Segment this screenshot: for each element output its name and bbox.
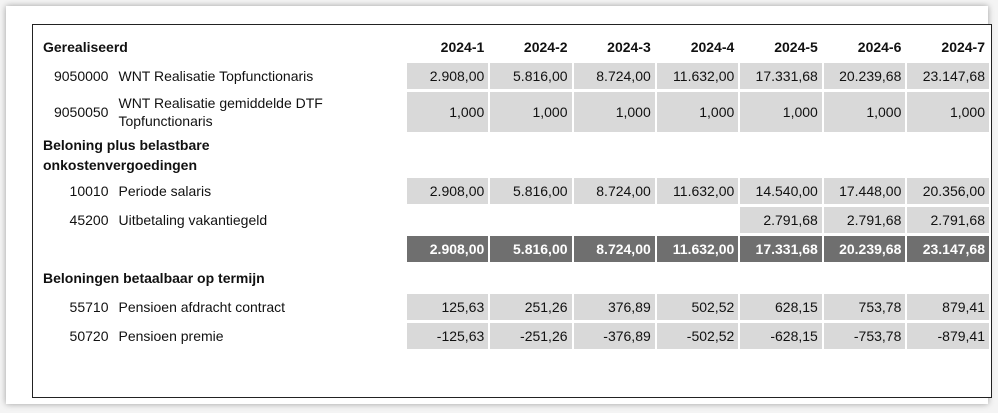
total-cell: 8.724,00 <box>573 236 655 262</box>
header-row: Gerealiseerd 2024-1 2024-2 2024-3 2024-4… <box>37 34 989 60</box>
value-cell: -879,41 <box>907 323 989 349</box>
period-header: 2024-7 <box>941 39 985 55</box>
total-cell: 2.908,00 <box>407 236 489 262</box>
row-code: 55710 <box>69 299 109 315</box>
value-cell: -753,78 <box>823 323 906 349</box>
realisatie-table: Gerealiseerd 2024-1 2024-2 2024-3 2024-4… <box>35 31 991 352</box>
total-cell: 23.147,68 <box>907 236 989 262</box>
table-row: 55710 Pensioen afdracht contract 125,63 … <box>37 294 989 320</box>
section-spacer <box>407 265 989 291</box>
value-cell: 1,000 <box>907 92 989 132</box>
section-spacer <box>407 135 989 175</box>
value-cell: -502,52 <box>656 323 739 349</box>
value-cell: 753,78 <box>823 294 906 320</box>
period-header: 2024-6 <box>857 39 902 55</box>
value-cell: 2.908,00 <box>407 63 489 89</box>
value-cell: 502,52 <box>656 294 739 320</box>
total-cell: 17.331,68 <box>740 236 822 262</box>
section-cell: Beloning plus belastbare onkostenvergoed… <box>37 135 405 175</box>
value-cell: 8.724,00 <box>573 63 655 89</box>
value-cell: 251,26 <box>490 294 572 320</box>
value-cell <box>574 207 655 233</box>
row-code: 9050000 <box>53 68 109 84</box>
value-cell <box>657 207 739 233</box>
table-row: 50720 Pensioen premie -125,63 -251,26 -3… <box>37 323 989 349</box>
value-cell: 879,41 <box>907 294 989 320</box>
table-row: 9050000 WNT Realisatie Topfunctionaris 2… <box>37 63 989 89</box>
value-cell: 14.540,00 <box>740 178 822 204</box>
value-cell: 1,000 <box>823 92 906 132</box>
value-cell <box>407 207 488 233</box>
section-title: Beloningen betaalbaar op termijn <box>43 270 265 286</box>
value-cell: 11.632,00 <box>656 63 739 89</box>
period-header: 2024-2 <box>523 39 568 55</box>
value-cell: 11.632,00 <box>656 178 739 204</box>
row-description: WNT Realisatie gemiddelde DTF Topfunctio… <box>118 95 323 129</box>
value-cell: 5.816,00 <box>490 178 572 204</box>
value-cell <box>490 207 571 233</box>
value-cell: -125,63 <box>407 323 489 349</box>
report-frame: Gerealiseerd 2024-1 2024-2 2024-3 2024-4… <box>6 6 992 404</box>
value-cell: 376,89 <box>573 294 655 320</box>
period-header: 2024-3 <box>607 39 651 55</box>
value-cell: -628,15 <box>740 323 822 349</box>
section-title: Beloning plus belastbare onkostenvergoed… <box>43 137 210 173</box>
value-cell: 2.791,68 <box>907 207 989 233</box>
value-cell: 17.448,00 <box>823 178 906 204</box>
value-cell: 8.724,00 <box>573 178 655 204</box>
total-cell: 11.632,00 <box>656 236 739 262</box>
value-cell: -251,26 <box>490 323 572 349</box>
value-cell: 1,000 <box>490 92 572 132</box>
period-header: 2024-4 <box>690 39 735 55</box>
value-cell: 2.791,68 <box>823 207 906 233</box>
period-header: 2024-1 <box>440 39 485 55</box>
table-row: 10010 Periode salaris 2.908,00 5.816,00 … <box>37 178 989 204</box>
row-description: Uitbetaling vakantiegeld <box>118 212 268 228</box>
value-cell: 1,000 <box>656 92 739 132</box>
value-cell: 1,000 <box>740 92 822 132</box>
table-row: 45200 Uitbetaling vakantiegeld 2.791,68 … <box>37 207 989 233</box>
row-description: WNT Realisatie Topfunctionaris <box>118 68 314 84</box>
value-cell: 1,000 <box>573 92 655 132</box>
value-cell: 2.908,00 <box>407 178 489 204</box>
total-cell: 20.239,68 <box>823 236 906 262</box>
value-cell: 628,15 <box>740 294 822 320</box>
row-description: Periode salaris <box>118 183 212 199</box>
row-code: 45200 <box>69 212 109 228</box>
value-cell: 20.356,00 <box>907 178 989 204</box>
value-cell: 125,63 <box>407 294 489 320</box>
report-panel: Gerealiseerd 2024-1 2024-2 2024-3 2024-4… <box>32 24 992 398</box>
value-cell: 5.816,00 <box>490 63 572 89</box>
table-row: 9050050 WNT Realisatie gemiddelde DTF To… <box>37 92 989 132</box>
row-code: 10010 <box>69 183 109 199</box>
section-header-row: Beloning plus belastbare onkostenvergoed… <box>37 135 989 175</box>
value-cell: 1,000 <box>407 92 489 132</box>
value-cell: 17.331,68 <box>740 63 822 89</box>
total-row: 2.908,00 5.816,00 8.724,00 11.632,00 17.… <box>37 236 989 262</box>
section-header-row: Beloningen betaalbaar op termijn <box>37 265 989 291</box>
period-header: 2024-5 <box>774 39 818 55</box>
value-cell: 20.239,68 <box>823 63 906 89</box>
value-cell: 2.791,68 <box>740 207 822 233</box>
table-title: Gerealiseerd <box>43 39 128 55</box>
row-code: 50720 <box>69 328 109 344</box>
row-description <box>112 236 405 262</box>
value-cell: -376,89 <box>573 323 655 349</box>
value-cell: 23.147,68 <box>907 63 989 89</box>
row-description: Pensioen afdracht contract <box>118 299 286 315</box>
row-description: Pensioen premie <box>118 328 224 344</box>
row-code <box>37 236 110 262</box>
row-code: 9050050 <box>53 104 109 120</box>
total-cell: 5.816,00 <box>490 236 572 262</box>
